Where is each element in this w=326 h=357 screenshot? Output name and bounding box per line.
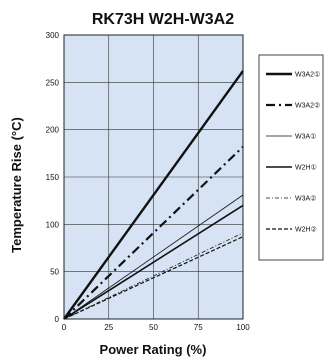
legend-label: W2H②	[295, 226, 317, 234]
legend-label: W3A①	[295, 133, 316, 141]
x-tick-label: 25	[104, 323, 113, 332]
y-tick-label: 150	[46, 173, 60, 182]
y-tick-label: 50	[50, 268, 59, 277]
legend-label: W3A2①	[295, 71, 320, 79]
chart-title: RK73H W2H-W3A2	[92, 11, 234, 28]
legend-label: W2H①	[295, 164, 317, 172]
y-tick-label: 100	[46, 220, 60, 229]
legend-label: W3A2②	[295, 102, 320, 110]
legend: W3A2① W3A2② W3A① W2H① W3A② W2H②	[258, 54, 324, 261]
y-tick-label: 200	[46, 126, 60, 135]
legend-label: W3A②	[295, 195, 316, 203]
series-lines	[63, 70, 244, 320]
series-line-2	[63, 145, 244, 320]
y-axis-ticks: 0 50 100 150 200 250 300	[46, 31, 60, 324]
y-axis-label: Temperature Rise (°C)	[9, 117, 24, 253]
x-tick-label: 75	[194, 323, 203, 332]
series-line-6	[63, 236, 244, 320]
series-line-4	[63, 204, 244, 320]
y-tick-label: 300	[46, 31, 60, 40]
series-line-3	[63, 194, 244, 320]
grid-lines	[63, 34, 244, 320]
y-tick-label: 250	[46, 78, 60, 87]
x-axis-ticks: 0 25 50 75 100	[62, 323, 250, 332]
x-tick-label: 0	[62, 323, 67, 332]
legend-box	[258, 54, 324, 261]
x-tick-label: 50	[149, 323, 158, 332]
plot-frame	[63, 34, 244, 320]
x-tick-label: 100	[236, 323, 250, 332]
y-tick-label: 0	[55, 315, 60, 324]
x-axis-label: Power Rating (%)	[100, 342, 207, 357]
series-line-1	[63, 70, 244, 320]
